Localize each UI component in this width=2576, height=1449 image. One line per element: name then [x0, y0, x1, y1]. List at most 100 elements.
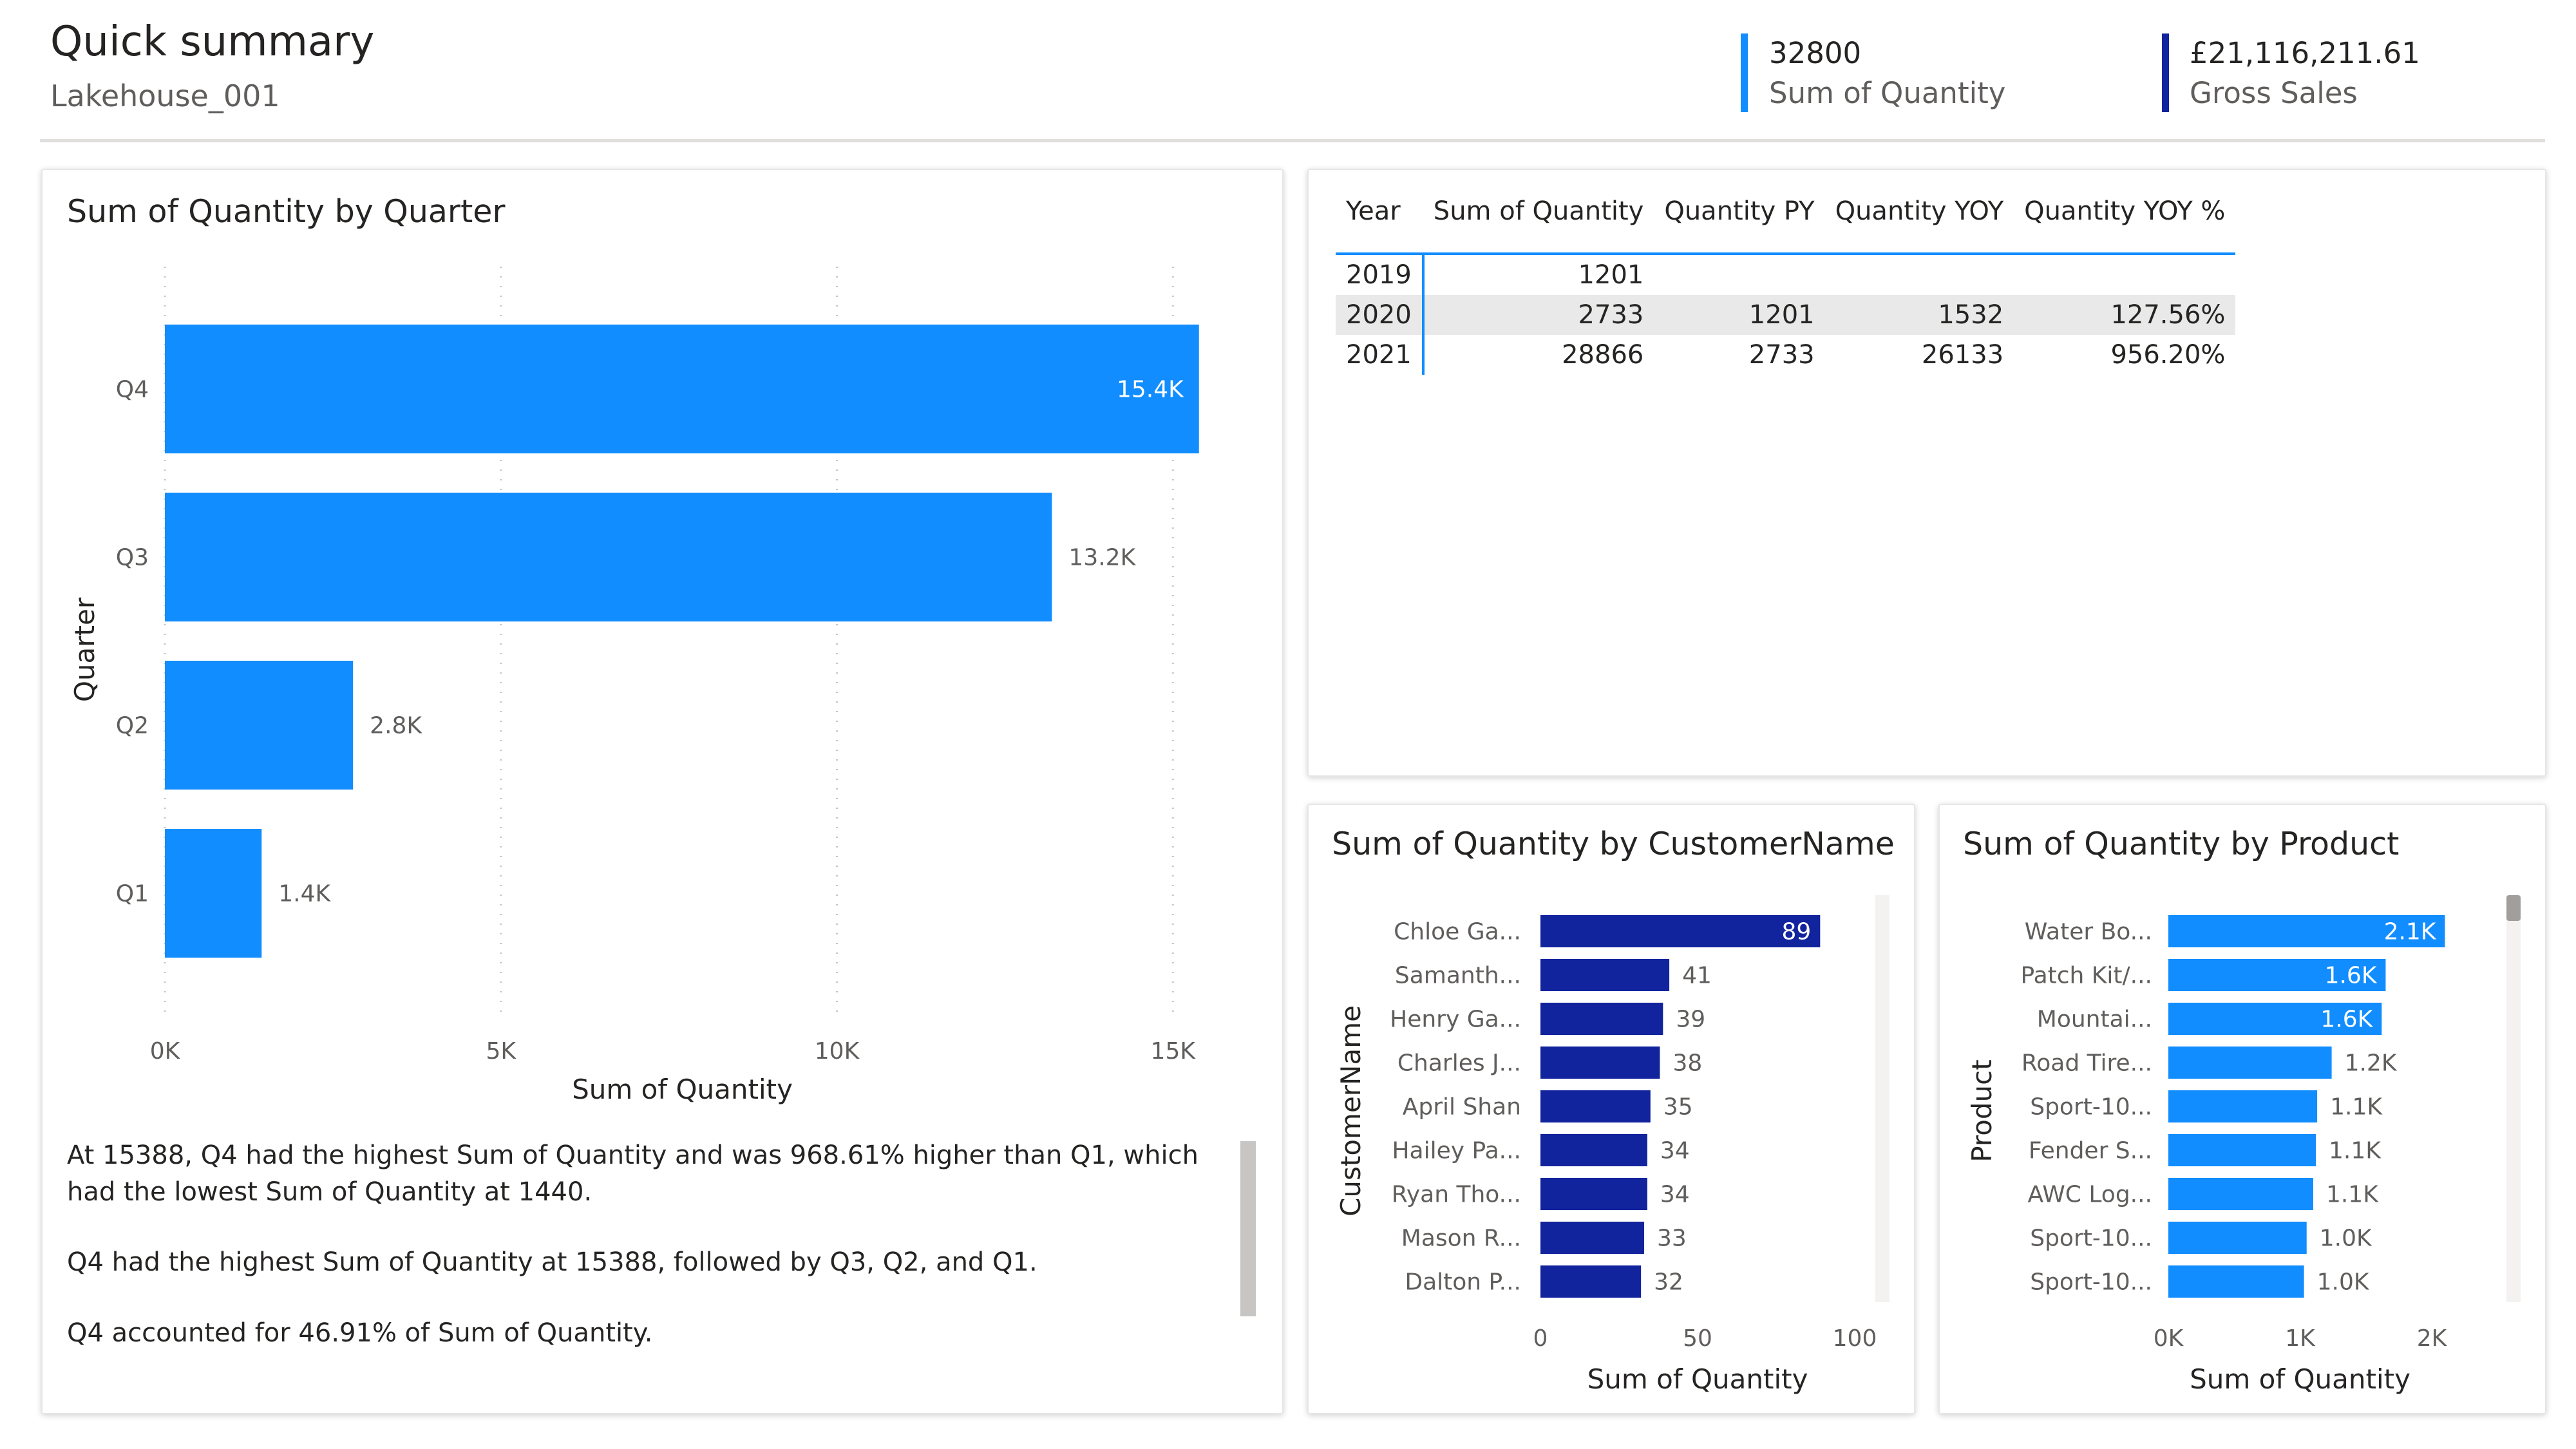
header-divider — [40, 139, 2545, 142]
product-data-label: 1.1K — [2330, 1094, 2383, 1121]
product-x-axis-title: Sum of Quantity — [2190, 1363, 2410, 1395]
product-bar[interactable] — [2168, 1265, 2304, 1298]
customer-category-label: Dalton P... — [1405, 1269, 1521, 1296]
product-tick-label: 0K — [2154, 1325, 2184, 1352]
customer-bar[interactable] — [1540, 959, 1670, 991]
quarter-category-label: Q1 — [116, 881, 149, 907]
customer-category-label: Samanth... — [1395, 963, 1521, 989]
kpi-gross-sales-value: £21,116,211.61 — [2190, 36, 2420, 70]
product-data-label: 1.6K — [2325, 963, 2378, 989]
customer-bar[interactable] — [1540, 1134, 1647, 1166]
product-bar[interactable] — [2168, 1090, 2318, 1122]
table-cell — [2014, 254, 2235, 295]
customer-bar[interactable] — [1540, 1046, 1660, 1079]
kpi-quantity-accent — [1741, 33, 1748, 112]
quarter-chart-title: Sum of Quantity by Quarter — [67, 193, 506, 230]
product-data-label: 1.1K — [2329, 1138, 2382, 1164]
quarter-tick-label: 15K — [1151, 1038, 1197, 1065]
table-cell: 2733 — [1423, 295, 1654, 335]
quarter-bar[interactable] — [165, 661, 354, 790]
yoy-table-card[interactable]: Year Sum of Quantity Quantity PY Quantit… — [1307, 169, 2546, 777]
customer-data-label: 34 — [1660, 1182, 1690, 1208]
customer-category-label: Ryan Tho... — [1392, 1182, 1521, 1208]
kpi-gross-sales-label: Gross Sales — [2190, 76, 2358, 110]
quarter-bar[interactable] — [165, 325, 1199, 453]
product-chart-card[interactable]: Sum of Quantity by Product Water Bo... 2.… — [1938, 804, 2546, 1414]
quarter-narrative-line-1: At 15388, Q4 had the highest Sum of Quan… — [67, 1141, 1198, 1207]
table-cell: 1201 — [1578, 260, 1644, 290]
quarter-chart-card[interactable]: Sum of Quantity by Quarter Q4 15.4K Q3 13.2… — [41, 169, 1283, 1414]
product-category-label: Sport-10... — [2030, 1094, 2152, 1121]
column-header[interactable]: Quantity YOY % — [2014, 170, 2236, 255]
customer-x-axis-title: Sum of Quantity — [1587, 1363, 1808, 1395]
table-cell: 127.56% — [2014, 295, 2236, 335]
table-cell: 1532 — [1824, 295, 2014, 335]
product-y-axis-title: Product — [1966, 1059, 1998, 1162]
quarter-tick-label: 0K — [150, 1038, 181, 1065]
product-category-label: Water Bo... — [2025, 919, 2152, 945]
yoy-matrix-table[interactable]: Year Sum of Quantity Quantity PY Quantit… — [1336, 170, 2236, 375]
quarter-bar[interactable] — [165, 493, 1052, 621]
product-bar[interactable] — [2168, 1003, 2382, 1035]
customer-bar[interactable] — [1540, 1265, 1642, 1298]
customer-tick-label: 100 — [1833, 1325, 1877, 1352]
quarter-x-axis-title: Sum of Quantity — [572, 1074, 793, 1105]
table-row[interactable]: 2019 1201 — [1336, 254, 2235, 295]
product-category-label: Sport-10... — [2030, 1269, 2152, 1296]
customer-data-label: 35 — [1663, 1094, 1693, 1121]
product-bar[interactable] — [2168, 1134, 2316, 1166]
product-bar[interactable] — [2168, 1046, 2332, 1079]
customer-chart-card[interactable]: Sum of Quantity by CustomerName Chloe Ga… — [1307, 804, 1915, 1414]
customer-category-label: Hailey Pa... — [1392, 1138, 1521, 1164]
customer-scrollbar-track[interactable] — [1875, 895, 1889, 1302]
product-chart-title: Sum of Quantity by Product — [1963, 826, 2400, 862]
customer-bar[interactable] — [1540, 1003, 1663, 1035]
product-scrollbar-track[interactable] — [2506, 895, 2521, 1302]
customer-category-label: Chloe Ga... — [1394, 919, 1521, 945]
table-row[interactable]: 2020 2733 1201 1532 127.56% — [1336, 295, 2236, 335]
product-data-label: 1.6K — [2320, 1007, 2373, 1033]
quarter-category-label: Q2 — [116, 713, 149, 739]
product-bar[interactable] — [2168, 915, 2445, 947]
quarter-narrative-line-2: Q4 had the highest Sum of Quantity at 15… — [67, 1247, 1037, 1277]
product-data-label: 2.1K — [2384, 919, 2437, 945]
table-cell — [1825, 254, 2014, 295]
product-bar-chart[interactable]: Water Bo... 2.1K Patch Kit/... 1.6K Mountai.… — [1940, 805, 2545, 1413]
quarter-data-label: 2.8K — [370, 713, 422, 739]
product-scrollbar-thumb[interactable] — [2506, 895, 2521, 921]
product-category-label: AWC Log... — [2028, 1182, 2152, 1208]
product-category-label: Road Tire... — [2022, 1050, 2152, 1077]
narrative-scrollbar[interactable] — [1240, 1141, 1256, 1316]
quarter-data-label: 1.4K — [278, 881, 331, 907]
product-data-label: 1.0K — [2320, 1226, 2372, 1252]
table-row[interactable]: 2021 28866 2733 26133 956.20% — [1336, 335, 2235, 375]
product-bar[interactable] — [2168, 1222, 2307, 1254]
column-header[interactable]: Year — [1336, 170, 1423, 255]
quarter-data-label: 13.2K — [1068, 545, 1136, 571]
customer-bar-chart[interactable]: Chloe Ga... 89 Samanth... 41 Henry Ga... 39 Ch… — [1309, 805, 1914, 1413]
customer-bar[interactable] — [1540, 1222, 1645, 1254]
column-header[interactable]: Quantity YOY — [1824, 170, 2014, 255]
customer-tick-label: 50 — [1683, 1325, 1712, 1352]
table-cell: 28866 — [1562, 340, 1644, 370]
quarter-bar-chart[interactable]: Q4 15.4K Q3 13.2K Q2 2.8K Q1 1.4K 0K 5K 10K 15K Sum … — [43, 170, 1282, 1117]
table-cell-year: 2019 — [1336, 254, 1425, 295]
customer-tick-label: 0 — [1533, 1325, 1548, 1352]
product-tick-label: 1K — [2285, 1325, 2316, 1352]
customer-bar[interactable] — [1540, 1090, 1651, 1122]
quarter-category-label: Q3 — [116, 545, 149, 571]
quarter-narrative-line-3: Q4 accounted for 46.91% of Sum of Quanti… — [67, 1318, 653, 1348]
product-bar[interactable] — [2168, 1178, 2313, 1210]
customer-bar[interactable] — [1540, 1178, 1647, 1210]
product-category-label: Patch Kit/... — [2020, 963, 2152, 989]
column-header[interactable]: Quantity PY — [1654, 170, 1825, 255]
column-header[interactable]: Sum of Quantity — [1423, 170, 1654, 255]
customer-category-label: Mason R... — [1401, 1226, 1521, 1252]
customer-data-label: 41 — [1682, 963, 1712, 989]
quarter-tick-label: 5K — [486, 1038, 516, 1065]
customer-bar[interactable] — [1540, 915, 1821, 947]
product-bar[interactable] — [2168, 959, 2386, 991]
customer-data-label: 32 — [1654, 1269, 1683, 1296]
quarter-bar[interactable] — [165, 829, 262, 958]
table-cell: 26133 — [1921, 340, 2004, 370]
